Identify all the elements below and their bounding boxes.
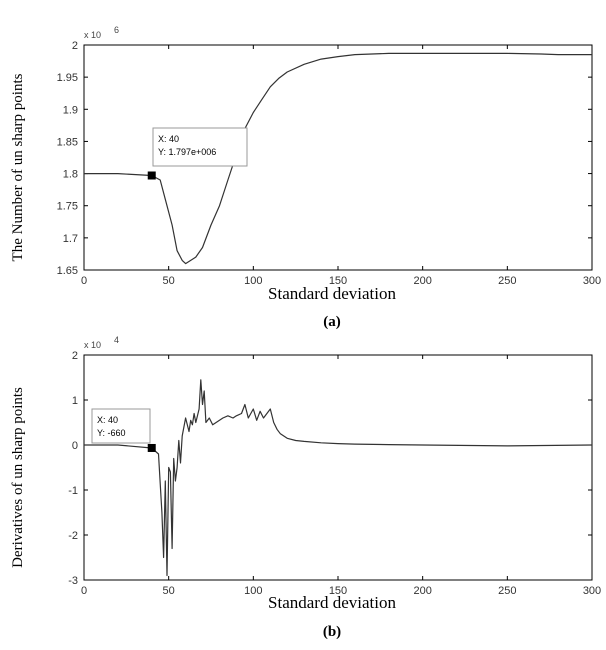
- x-tick-label-a: 250: [498, 275, 516, 287]
- x-tick-label-a: 200: [413, 275, 431, 287]
- x-axis-label-a: Standard deviation: [268, 284, 396, 303]
- x-tick-label-a: 150: [329, 275, 347, 287]
- datatip-x-a: X: 40: [158, 134, 179, 144]
- x-tick-label-b: 100: [244, 585, 262, 597]
- y-tick-label-a: 1.8: [63, 169, 78, 181]
- series-line-b: [84, 379, 593, 577]
- plot-area-b: [83, 354, 593, 581]
- x-axis-label-b: Standard deviation: [268, 593, 396, 612]
- x-tick-label-b: 250: [498, 585, 516, 597]
- x-tick-label-b: 300: [583, 585, 601, 597]
- exponent-label-a: x 10: [84, 30, 101, 40]
- datatip-x-b: X: 40: [97, 415, 118, 425]
- y-tick-label-b: -1: [68, 485, 78, 497]
- y-tick-label-a: 1.7: [63, 233, 78, 245]
- panel-caption-b: (b): [323, 624, 341, 640]
- x-tick-label-a: 100: [244, 275, 262, 287]
- x-tick-label-a: 300: [583, 275, 601, 287]
- x-tick-label-b: 150: [329, 585, 347, 597]
- x-tick-label-a: 50: [163, 275, 175, 287]
- x-tick-label-a: 0: [81, 275, 87, 287]
- y-tick-label-b: 1: [72, 395, 78, 407]
- panel-caption-a: (a): [323, 314, 341, 330]
- y-tick-label-a: 1.85: [57, 136, 78, 148]
- data-marker-b: [147, 443, 156, 452]
- series-line-a: [84, 52, 592, 265]
- y-tick-label-a: 1.65: [57, 265, 78, 277]
- x-tick-label-b: 0: [81, 585, 87, 597]
- y-axis-label-a: The Number of un sharp points: [10, 73, 26, 261]
- y-tick-label-a: 1.75: [57, 201, 78, 213]
- y-tick-label-a: 1.95: [57, 72, 78, 84]
- datatip-y-a: Y: 1.797e+006: [158, 147, 216, 157]
- exponent-power-a: 6: [114, 25, 119, 35]
- exponent-label-b: x 10: [84, 340, 101, 350]
- x-tick-label-b: 50: [163, 585, 175, 597]
- y-tick-label-b: 2: [72, 350, 78, 362]
- x-tick-label-b: 200: [413, 585, 431, 597]
- y-tick-label-b: -3: [68, 575, 78, 587]
- datatip-box-b: [91, 408, 151, 444]
- y-tick-label-a: 1.9: [63, 104, 78, 116]
- y-tick-label-b: -2: [68, 530, 78, 542]
- datatip-y-b: Y: -660: [97, 428, 126, 438]
- datatip-box-a: [152, 127, 248, 167]
- y-tick-label-a: 2: [72, 40, 78, 52]
- data-marker-a: [147, 171, 156, 180]
- y-axis-label-b: Derivatives of un sharp points: [10, 387, 26, 568]
- y-tick-label-b: 0: [72, 440, 78, 452]
- exponent-power-b: 4: [114, 335, 119, 345]
